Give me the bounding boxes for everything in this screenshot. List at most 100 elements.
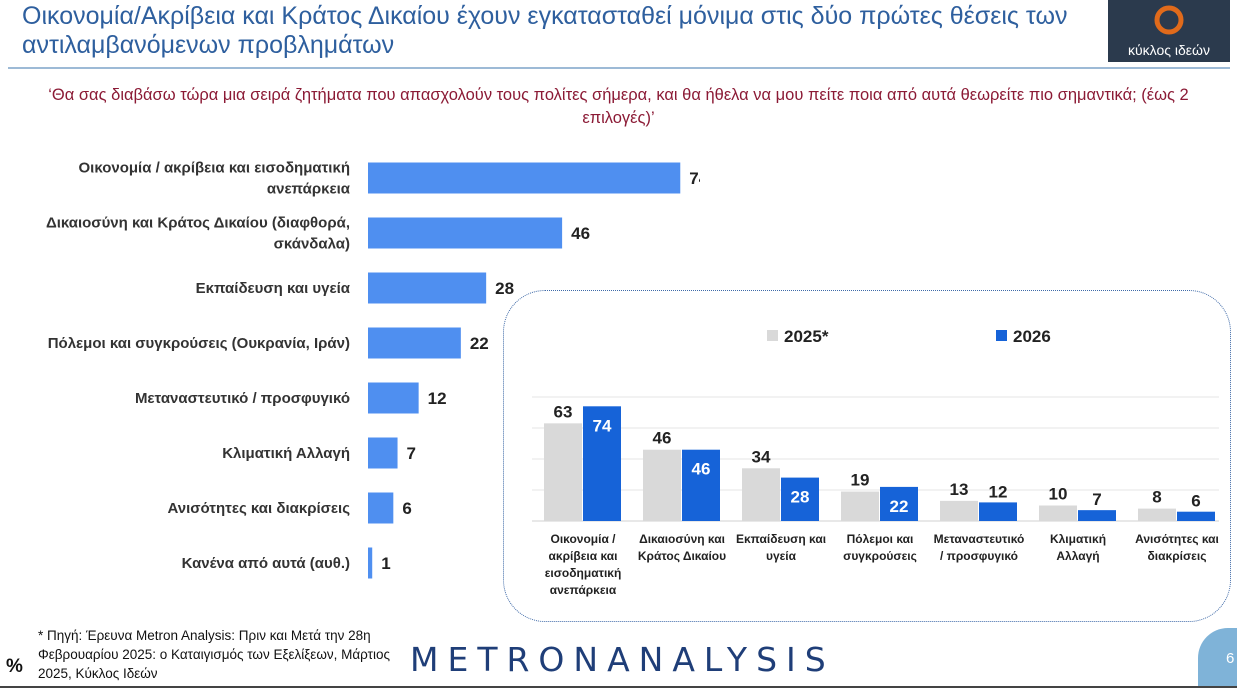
metron-analysis-brand: METRONANALYSIS: [410, 640, 835, 679]
value-2026-4: 12: [989, 482, 1008, 501]
value-2025-0: 63: [554, 402, 573, 421]
category-label-1: Δικαιοσύνη και Κράτος Δικαίου: [638, 532, 726, 563]
footer-divider: [0, 686, 1237, 688]
bar-4: [368, 382, 419, 414]
category-label-5: Κλιματική Αλλαγή: [1050, 532, 1106, 563]
category-label-line: Κλιματική Αλλαγή: [222, 445, 350, 462]
slide-title: Οικονομία/Ακρίβεια και Κράτος Δικαίου έχ…: [22, 2, 1068, 59]
bar-5: [368, 437, 398, 469]
category-label-6: Ανισότητες και διακρίσεις: [168, 500, 351, 517]
comparison-bar-chart-svg: 2025* 2026 63 74 Οικονομία / ακρίβεια και εισο…: [532, 327, 1219, 597]
category-label-line: Μεταναστευτικό: [934, 532, 1025, 546]
legend-label-0: 2025*: [784, 327, 829, 346]
source-note: * Πηγή: Έρευνα Metron Analysis: Πριν και…: [38, 628, 390, 681]
category-label-0: Οικονομία / ακρίβεια και εισοδηματική ανεπά…: [545, 532, 622, 597]
category-label-line: Οικονομία / ακρίβεια και εισοδηματική: [79, 160, 350, 177]
value-2026-3: 22: [890, 497, 909, 516]
survey-question: ‘Θα σας διαβάσω τώρα μια σειρά ζητήματα …: [48, 86, 1189, 127]
category-label-line: Ανισότητες και διακρίσεις: [168, 500, 351, 517]
main-bar-chart: 74 Οικονομία / ακρίβεια και εισοδηματική α…: [0, 150, 700, 590]
bar-2025-4: [940, 500, 978, 521]
value-2026-0: 74: [593, 416, 612, 435]
bar-2026-5: [1078, 510, 1116, 521]
bar-1: [368, 217, 563, 249]
category-label-3: Πόλεμοι και συγκρούσεις (Ουκρανία, Ιράν): [48, 335, 350, 352]
value-2026-1: 46: [692, 460, 711, 479]
bar-2025-5: [1039, 505, 1077, 521]
bar-value-5: 7: [407, 444, 416, 463]
bar-2025-6: [1138, 508, 1176, 521]
category-label-2: Εκπαίδευση και υγεία: [736, 532, 826, 563]
category-label-1: Δικαιοσύνη και Κράτος Δικαίου (διαφθορά,…: [46, 215, 350, 253]
category-label-line: Αλλαγή: [1056, 549, 1099, 563]
value-2026-5: 7: [1092, 490, 1101, 509]
bar-2025-1: [643, 449, 681, 521]
value-2025-1: 46: [653, 429, 672, 448]
bar-value-0: 74: [689, 169, 700, 188]
bar-value-7: 1: [381, 554, 390, 573]
category-label-4: Μεταναστευτικό / προσφυγικό: [135, 390, 350, 407]
value-2025-6: 8: [1152, 488, 1161, 507]
bar-2025-3: [841, 491, 879, 521]
bar-2026-4: [979, 502, 1017, 521]
category-label-7: Κανένα από αυτά (αυθ.): [182, 555, 350, 572]
category-label-line: Κλιματική: [1050, 532, 1106, 546]
category-label-line: συγκρούσεις: [843, 549, 917, 563]
category-label-line: εισοδηματική: [545, 566, 622, 580]
page-number: 6: [1226, 650, 1235, 667]
bar-2026-0: [583, 406, 621, 521]
category-label-6: Ανισότητες και διακρίσεις: [1135, 532, 1219, 563]
category-label-line: Εκπαίδευση και υγεία: [196, 280, 351, 297]
category-label-line: διακρίσεις: [1148, 549, 1207, 563]
bar-2026-6: [1177, 511, 1215, 521]
bar-2026-2: [781, 477, 819, 521]
bar-2026-1: [682, 449, 720, 521]
page-badge: [1198, 628, 1237, 686]
legend-swatch-1: [996, 330, 1007, 341]
category-label-line: Πόλεμοι και: [847, 532, 914, 546]
legend-swatch-0: [767, 330, 778, 341]
category-label-line: σκάνδαλα): [274, 236, 350, 253]
kyklos-ideon-logo: κύκλος ιδεών: [1108, 0, 1230, 62]
bar-2025-0: [544, 423, 582, 521]
category-label-2: Εκπαίδευση και υγεία: [196, 280, 351, 297]
bar-2026-3: [880, 486, 918, 521]
category-label-line: Εκπαίδευση και: [736, 532, 826, 546]
value-2025-3: 19: [851, 471, 870, 490]
category-label-line: Ανισότητες και: [1135, 532, 1219, 546]
bar-3: [368, 327, 461, 359]
logo-text: κύκλος ιδεών: [1128, 42, 1210, 58]
bar-value-4: 12: [428, 389, 447, 408]
value-2025-5: 10: [1049, 485, 1068, 504]
value-2025-2: 34: [752, 447, 771, 466]
bar-2: [368, 272, 487, 304]
value-2026-6: 6: [1191, 492, 1200, 511]
value-2025-4: 13: [950, 480, 969, 499]
category-label-line: Κράτος Δικαίου: [638, 549, 726, 563]
bar-0: [368, 162, 681, 194]
legend-label-1: 2026: [1013, 327, 1051, 346]
category-label-line: Δικαιοσύνη και: [639, 532, 725, 546]
category-label-line: / προσφυγικό: [940, 549, 1018, 563]
bar-value-3: 22: [470, 334, 489, 353]
category-label-4: Μεταναστευτικό / προσφυγικό: [934, 532, 1025, 563]
ring-logo-icon: [1154, 5, 1184, 35]
category-label-line: ανεπάρκεια: [550, 583, 617, 597]
category-label-0: Οικονομία / ακρίβεια και εισοδηματική ανε…: [79, 160, 351, 198]
category-label-line: Οικονομία /: [550, 532, 616, 546]
bar-2025-2: [742, 468, 780, 521]
main-bar-chart-svg: 74 Οικονομία / ακρίβεια και εισοδηματική α…: [46, 160, 700, 579]
category-label-line: Δικαιοσύνη και Κράτος Δικαίου (διαφθορά,: [46, 215, 350, 232]
percent-symbol: %: [6, 656, 23, 677]
bar-value-2: 28: [495, 279, 514, 298]
category-label-line: ακρίβεια και: [549, 549, 618, 563]
category-label-line: Κανένα από αυτά (αυθ.): [182, 555, 350, 572]
category-label-3: Πόλεμοι και συγκρούσεις: [843, 532, 917, 563]
bar-value-6: 6: [402, 499, 411, 518]
category-label-line: ανεπάρκεια: [267, 181, 351, 198]
bar-7: [368, 547, 373, 579]
bar-value-1: 46: [571, 224, 590, 243]
value-2026-2: 28: [791, 488, 810, 507]
category-label-5: Κλιματική Αλλαγή: [222, 445, 350, 462]
category-label-line: υγεία: [766, 549, 797, 563]
